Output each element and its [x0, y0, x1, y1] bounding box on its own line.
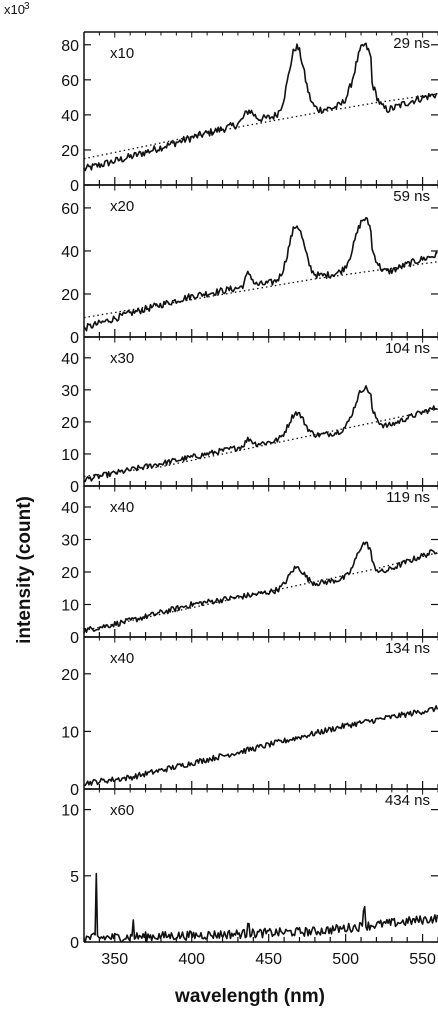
x-tick-label: 400 — [178, 951, 205, 968]
panel-scale-label: x10 — [110, 45, 134, 62]
panel-scale-label: x40 — [110, 650, 134, 667]
panel-time-label: 434 ns — [385, 792, 430, 809]
panel-1: 0 20 40 60 80 x10 29 ns — [61, 31, 438, 195]
spectrum-line — [83, 872, 438, 943]
y-tick-label: 40 — [61, 108, 79, 125]
y-tick-label: 40 — [61, 351, 79, 368]
panel-4: 0 10 20 30 40 x40 119 ns — [61, 485, 438, 647]
y-tick-label: 0 — [70, 782, 79, 799]
y-tick-label: 10 — [61, 724, 79, 741]
y-tick-label: 60 — [61, 201, 79, 218]
y-tick-label: 80 — [61, 38, 79, 55]
y-tick-label: 0 — [70, 935, 79, 952]
y-tick-label: 5 — [70, 869, 79, 886]
panel-6: 0 5 10 x60 434 ns — [61, 788, 438, 952]
y-tick-label: 40 — [61, 244, 79, 261]
y-multiplier-label: x10 — [4, 2, 25, 17]
y-tick-label: 20 — [61, 565, 79, 582]
y-tick-label: 0 — [70, 330, 79, 347]
spectrum-line — [83, 705, 438, 787]
panel-scale-label: x40 — [110, 499, 134, 516]
y-tick-label: 20 — [61, 415, 79, 432]
panel-time-label: 119 ns — [386, 489, 430, 506]
panels-group: 0 20 40 60 80 x10 29 ns 0 20 40 60 x20 59 ns 0 10 20 30 4… — [61, 31, 438, 968]
panel-3: 0 10 20 30 40 x30 104 ns — [61, 336, 438, 496]
spectrum-line — [83, 216, 438, 332]
spectrum-line — [83, 42, 438, 172]
y-tick-label: 60 — [61, 73, 79, 90]
y-tick-label: 30 — [61, 533, 79, 550]
y-tick-label: 20 — [61, 287, 79, 304]
y-multiplier-exponent: 3 — [24, 1, 30, 12]
panel-scale-label: x30 — [110, 350, 134, 367]
fit-curve — [83, 261, 438, 319]
panel-time-label: 29 ns — [393, 35, 430, 52]
panel-5: 0 10 20 x40 134 ns — [61, 636, 438, 799]
y-tick-label: 10 — [61, 447, 79, 464]
panel-time-label: 104 ns — [385, 340, 430, 357]
y-tick-label: 20 — [61, 143, 79, 160]
y-tick-label: 0 — [70, 178, 79, 195]
panel-scale-label: x60 — [110, 802, 134, 819]
y-tick-label: 0 — [70, 630, 79, 647]
x-tick-label: 450 — [255, 951, 282, 968]
panel-time-label: 59 ns — [393, 188, 430, 205]
y-tick-label: 20 — [61, 667, 79, 684]
panel-time-label: 134 ns — [385, 640, 430, 657]
fit-curve — [83, 551, 438, 632]
x-tick-label: 500 — [332, 951, 359, 968]
y-tick-label: 10 — [61, 803, 79, 820]
panel-2: 0 20 40 60 x20 59 ns — [61, 184, 438, 347]
fit-curve — [83, 93, 438, 160]
y-axis-title: intensity (count) — [14, 496, 35, 644]
spectrum-line — [83, 385, 438, 483]
y-tick-label: 0 — [70, 479, 79, 496]
x-tick-label: 550 — [409, 951, 436, 968]
spectrum-line — [83, 541, 438, 634]
y-tick-label: 40 — [61, 500, 79, 517]
panel-scale-label: x20 — [110, 198, 134, 215]
y-tick-label: 10 — [61, 598, 79, 615]
x-tick-label: 350 — [101, 951, 128, 968]
x-axis-title: wavelength (nm) — [174, 986, 325, 1007]
y-tick-label: 30 — [61, 383, 79, 400]
